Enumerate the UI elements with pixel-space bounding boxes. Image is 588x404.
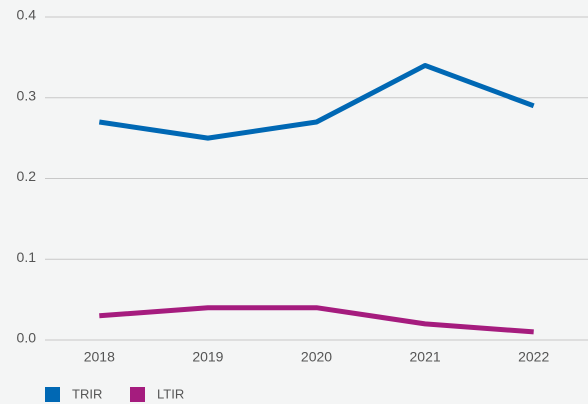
- series-line: [99, 305, 534, 335]
- y-tick-label: 0.0: [17, 330, 37, 346]
- legend-swatch: [130, 387, 145, 402]
- x-tick-label: 2021: [410, 349, 441, 365]
- legend-label: TRIR: [72, 386, 102, 401]
- legend-label: LTIR: [157, 386, 184, 401]
- y-tick-label: 0.3: [17, 87, 37, 103]
- x-tick-label: 2019: [192, 349, 223, 365]
- y-tick-label: 0.2: [17, 168, 37, 184]
- y-tick-label: 0.1: [17, 249, 37, 265]
- y-tick-label: 0.4: [17, 7, 37, 23]
- x-tick-label: 2020: [301, 349, 332, 365]
- series-line: [98, 62, 535, 141]
- x-tick-label: 2022: [518, 349, 549, 365]
- x-tick-label: 2018: [84, 349, 115, 365]
- legend-swatch: [45, 387, 60, 402]
